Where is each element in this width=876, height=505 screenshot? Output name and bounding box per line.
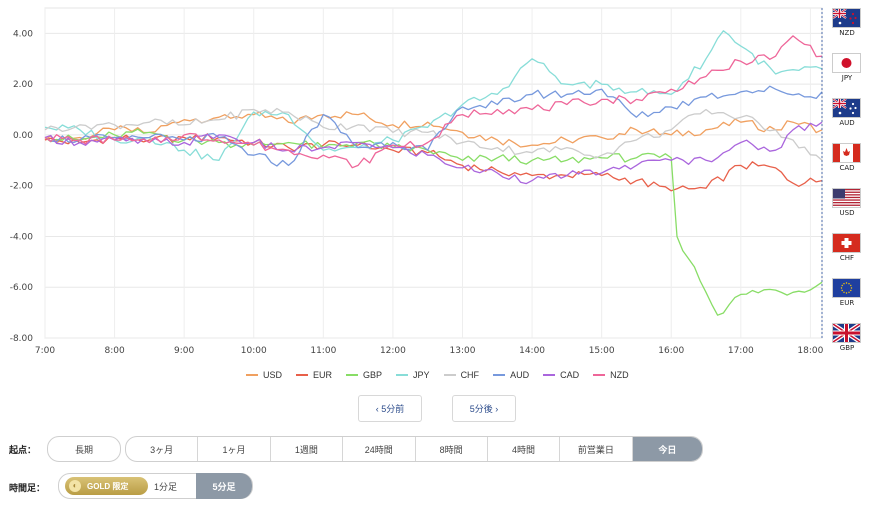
interval-5min-button[interactable]: 5分足 [196,473,252,499]
x-tick-label: 12:00 [380,346,406,356]
series-line-usd [44,111,823,148]
y-tick-label: -2.00 [10,182,34,192]
x-tick-label: 7:00 [35,346,55,356]
y-tick-label: -6.00 [10,283,34,293]
long-term-button[interactable]: 長期 [47,436,121,462]
gold-coin-icon: ◐ [69,480,81,492]
flag-item-jpy[interactable]: JPY [832,53,862,82]
flag-label: USD [839,209,855,217]
legend-item-gbp[interactable]: GBP [346,368,382,382]
prev-5min-button[interactable]: ‹ 5分前 [358,395,422,422]
period-option-2[interactable]: 1週間 [271,437,344,461]
legend-swatch [396,374,409,376]
eu-flag-icon [832,278,861,298]
legend-label: CAD [560,370,580,380]
legend-item-eur[interactable]: EUR [296,368,332,382]
gold-limited-badge: ◐ GOLD 限定 [65,477,148,495]
flag-label: JPY [841,74,853,82]
series-line-chf [44,107,823,161]
x-tick-label: 13:00 [450,346,476,356]
series-line-cad [44,121,823,185]
x-tick-label: 16:00 [658,346,684,356]
period-option-1[interactable]: 1ヶ月 [198,437,271,461]
interval-1min-button[interactable]: 1分足 [154,481,178,492]
x-tick-label: 14:00 [519,346,545,356]
flag-item-aud[interactable]: AUD [832,98,862,127]
next-5min-button[interactable]: 5分後 › [452,395,516,422]
x-tick-label: 11:00 [310,346,336,356]
legend-swatch [593,374,606,376]
legend-swatch [493,374,506,376]
chart-legend: USD EUR GBP JPY CHF AUD CAD NZD [246,368,643,382]
legend-label: JPY [413,370,430,380]
x-axis-ticks: 7:00 8:00 9:00 10:00 11:00 12:00 13:00 14:00 15:… [35,346,824,356]
y-tick-label: 0.00 [13,131,33,141]
flag-item-nzd[interactable]: NZD [832,8,862,37]
gb-flag-icon [832,323,861,343]
legend-swatch [246,374,258,376]
legend-label: CHF [460,370,480,380]
series-line-nzd [44,35,823,169]
nz-flag-icon [832,8,861,28]
plot-frame [44,7,823,339]
flag-label: EUR [839,299,855,307]
legend-item-cad[interactable]: CAD [543,368,579,382]
series-lines [44,30,823,316]
x-tick-label: 18:00 [797,346,823,356]
y-tick-label: 2.00 [13,80,33,90]
flag-item-usd[interactable]: USD [832,188,862,217]
legend-item-jpy[interactable]: JPY [396,368,430,382]
period-option-7[interactable]: 今日 [632,437,702,461]
au-flag-icon [832,98,861,118]
series-line-jpy [44,30,823,161]
ca-flag-icon [832,143,861,163]
period-option-3[interactable]: 24時間 [343,437,416,461]
period-selector: 3ヶ月 1ヶ月 1週間 24時間 8時間 4時間 前営業日 今日 [125,436,703,462]
ch-flag-icon [832,233,861,253]
legend-label: USD [263,370,283,380]
interval-label: 時間足： [9,483,46,493]
legend-label: EUR [313,370,333,380]
legend-swatch [346,374,359,376]
legend-item-chf[interactable]: CHF [443,368,480,382]
legend-swatch [443,374,456,376]
y-tick-label: 4.00 [13,29,33,39]
period-option-5[interactable]: 4時間 [488,437,561,461]
flag-label: CAD [839,164,855,172]
gold-badge-label: GOLD 限定 [87,481,129,491]
grid-lines [44,7,823,339]
legend-item-nzd[interactable]: NZD [593,368,629,382]
legend-label: NZD [610,370,629,380]
period-option-0[interactable]: 3ヶ月 [126,437,199,461]
y-tick-label: -8.00 [10,334,34,344]
flag-label: GBP [839,344,855,352]
flag-item-gbp[interactable]: GBP [832,323,862,352]
legend-item-aud[interactable]: AUD [493,368,529,382]
period-option-4[interactable]: 8時間 [416,437,488,461]
flag-item-chf[interactable]: CHF [832,233,862,262]
flag-item-cad[interactable]: CAD [832,143,862,172]
y-axis-ticks: 4.00 2.00 0.00 -2.00 -4.00 -6.00 -8.00 [10,29,34,344]
flag-item-eur[interactable]: EUR [832,278,862,307]
legend-swatch [296,374,309,376]
period-option-6[interactable]: 前営業日 [560,437,633,461]
flag-label: NZD [839,29,855,37]
x-tick-label: 8:00 [104,346,124,356]
legend-item-usd[interactable]: USD [246,368,282,382]
series-line-gbp [44,128,823,316]
flag-label: CHF [839,254,855,262]
x-tick-label: 17:00 [728,346,754,356]
legend-label: GBP [363,370,383,380]
us-flag-icon [832,188,861,208]
start-point-label: 起点： [9,445,37,455]
legend-label: AUD [510,370,530,380]
jp-flag-icon [832,53,861,73]
x-tick-label: 15:00 [589,346,615,356]
x-tick-label: 9:00 [174,346,194,356]
flag-label: AUD [839,119,855,127]
x-tick-label: 10:00 [241,346,267,356]
legend-swatch [543,374,556,376]
y-tick-label: -4.00 [10,232,34,242]
